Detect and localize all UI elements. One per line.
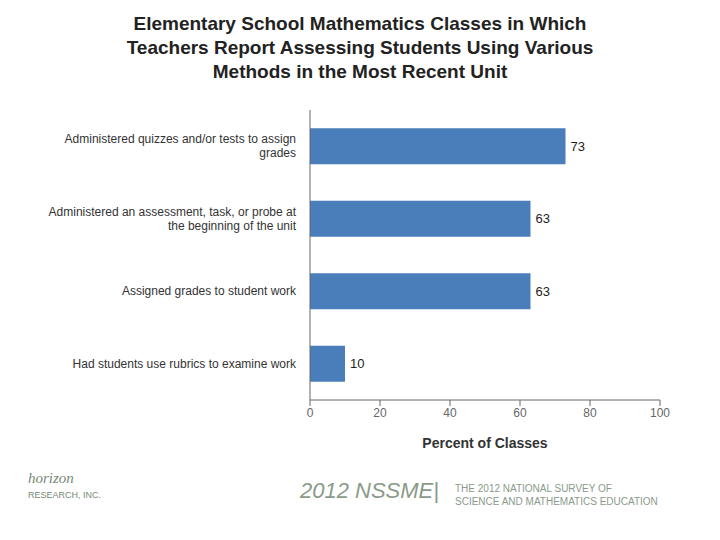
html-text:2012 NSSME|: 2012 NSSME| xyxy=(300,478,439,503)
svg-text:80: 80 xyxy=(583,406,597,420)
svg-text:0: 0 xyxy=(307,406,314,420)
html-text:THE 2012 NATIONAL SURVEY OF SC: THE 2012 NATIONAL SURVEY OF SCIENCE AND … xyxy=(455,483,658,507)
html-text:horizon: horizon xyxy=(28,470,74,486)
svg-text:20: 20 xyxy=(373,406,387,420)
html-text:RESEARCH, INC.: RESEARCH, INC. xyxy=(28,490,101,500)
svg-text:Administered an assessment, ta: Administered an assessment, task, or pro… xyxy=(49,205,297,233)
svg-text:63: 63 xyxy=(536,211,550,226)
svg-text:63: 63 xyxy=(536,284,550,299)
svg-text:60: 60 xyxy=(513,406,527,420)
svg-text:Had students use rubrics to ex: Had students use rubrics to examine work xyxy=(73,357,297,371)
svg-text:Assigned grades to student wor: Assigned grades to student work xyxy=(122,284,297,298)
svg-text:73: 73 xyxy=(571,139,585,154)
svg-text:Percent of Classes: Percent of Classes xyxy=(422,435,547,451)
svg-text:40: 40 xyxy=(443,406,457,420)
html-text:Elementary School Mathematics: Elementary School Mathematics Classes in… xyxy=(126,13,594,82)
svg-text:Administered quizzes and/or te: Administered quizzes and/or tests to ass… xyxy=(65,132,296,160)
svg-text:100: 100 xyxy=(650,406,670,420)
svg-text:10: 10 xyxy=(350,356,364,371)
